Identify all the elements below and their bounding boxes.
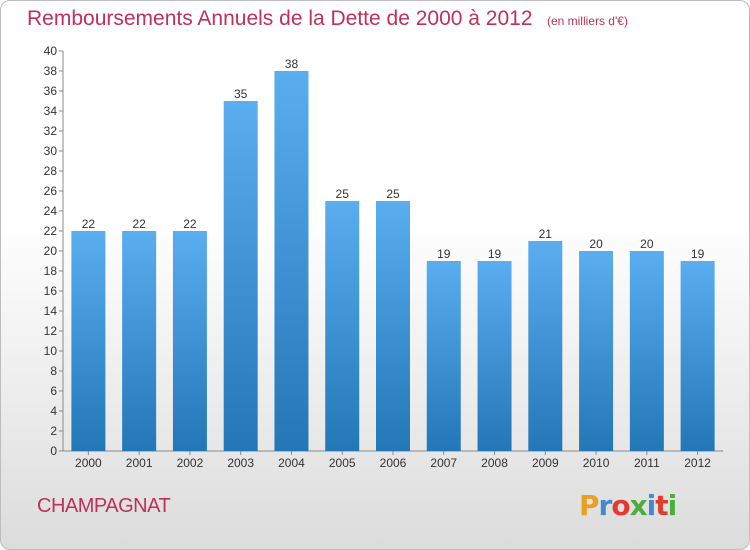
logo-letter: x (629, 489, 648, 522)
x-tick-label: 2002 (177, 456, 204, 470)
commune-name: CHAMPAGNAT (37, 495, 171, 517)
y-tick-label: 0 (50, 444, 57, 458)
logo-letter: i (646, 489, 657, 522)
data-label-2012: 19 (691, 247, 705, 261)
data-label-2007: 19 (437, 247, 451, 261)
data-label-2000: 22 (82, 217, 96, 231)
y-tick-label: 34 (44, 104, 58, 118)
y-tick-label: 6 (50, 384, 57, 398)
x-tick-label: 2007 (430, 456, 457, 470)
bar-2005 (325, 201, 360, 451)
y-tick-label: 24 (44, 204, 58, 218)
logo-letter: P (579, 489, 600, 522)
y-tick-label: 40 (44, 44, 58, 58)
y-tick-label: 20 (44, 244, 58, 258)
proxiti-logo: Proxiti (579, 489, 678, 522)
logo-letter: t (655, 489, 668, 522)
bars (71, 71, 715, 451)
x-tick-label: 2000 (75, 456, 102, 470)
data-label-2011: 20 (640, 237, 654, 251)
data-label-2004: 38 (285, 57, 299, 71)
data-label-2008: 19 (488, 247, 502, 261)
y-tick-label: 8 (50, 364, 57, 378)
bar-2006 (376, 201, 410, 451)
y-tick-label: 12 (44, 324, 58, 338)
bar-2004 (274, 71, 309, 451)
y-tick-label: 38 (44, 64, 58, 78)
bar-2010 (579, 251, 614, 451)
x-tick-label: 2005 (329, 456, 356, 470)
chart-unit-label: (en milliers d'€) (546, 14, 628, 28)
data-labels: 22 22 22 35 38 25 25 19 19 21 20 20 19 (82, 57, 705, 261)
y-tick-label: 14 (44, 304, 58, 318)
x-tick-label: 2008 (481, 456, 508, 470)
chart-title: Remboursements Annuels de la Dette de 20… (27, 7, 533, 30)
bar-2012 (680, 261, 715, 451)
x-tick-label: 2006 (380, 456, 407, 470)
x-tick-label: 2011 (634, 456, 660, 470)
y-tick-label: 28 (44, 164, 58, 178)
y-tick-label: 36 (44, 84, 58, 98)
bar-2003 (223, 101, 258, 451)
data-label-2001: 22 (132, 217, 146, 231)
y-tick-label: 10 (44, 344, 58, 358)
bar-2011 (629, 251, 664, 451)
bar-2001 (122, 231, 157, 451)
logo-letter: o (611, 489, 630, 522)
chart-title-row: Remboursements Annuels de la Dette de 20… (27, 7, 628, 31)
data-label-2006: 25 (386, 187, 400, 201)
y-tick-label: 26 (44, 184, 58, 198)
x-tick-label: 2003 (227, 456, 254, 470)
bar-2009 (528, 241, 563, 451)
x-tick-label: 2012 (684, 456, 711, 470)
bar-2000 (71, 231, 106, 451)
bar-2008 (477, 261, 512, 451)
y-tick-label: 30 (44, 144, 58, 158)
y-tick-label: 22 (44, 224, 58, 238)
y-tick-label: 32 (44, 124, 58, 138)
data-label-2003: 35 (234, 87, 248, 101)
data-label-2005: 25 (336, 187, 350, 201)
bar-2007 (426, 261, 461, 451)
y-tick-label: 4 (50, 404, 57, 418)
logo-letter: r (598, 489, 613, 522)
y-tick-label: 16 (44, 284, 58, 298)
x-tick-label: 2010 (583, 456, 610, 470)
y-tick-label: 18 (44, 264, 58, 278)
data-label-2002: 22 (183, 217, 197, 231)
bar-2002 (172, 231, 207, 451)
data-label-2009: 21 (539, 227, 553, 241)
x-tick-label: 2004 (278, 456, 305, 470)
x-tick-label: 2009 (532, 456, 559, 470)
logo-letter: i (667, 489, 678, 522)
y-tick-label: 2 (50, 424, 57, 438)
data-label-2010: 20 (589, 237, 603, 251)
x-tick-label: 2001 (126, 456, 153, 470)
